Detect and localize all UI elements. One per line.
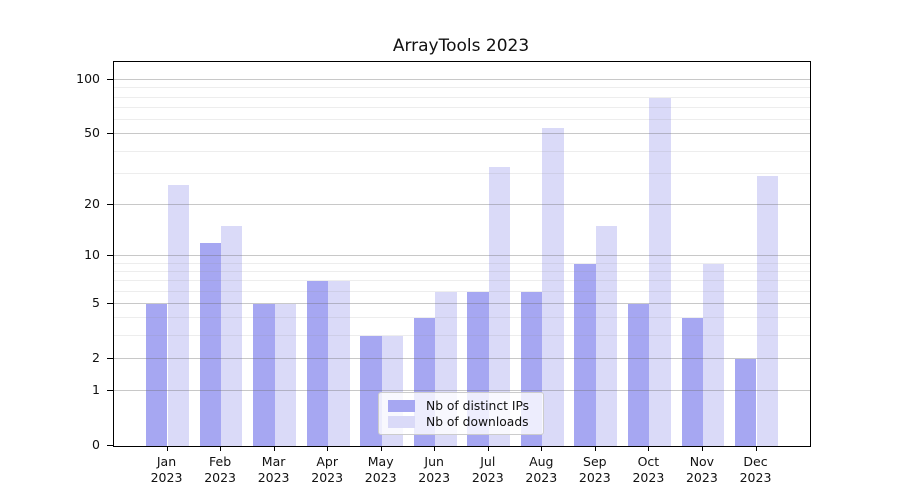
bar-ips-apr [306, 281, 329, 446]
x-tick-label-jan: Jan 2023 [150, 454, 183, 485]
gridline-70 [114, 107, 810, 109]
bar-downloads-mar [274, 304, 296, 446]
x-tick-label-feb: Feb 2023 [204, 454, 236, 485]
gridline-50 [114, 133, 810, 135]
bar-ips-dec [735, 358, 757, 446]
y-tick-5 [107, 303, 113, 304]
legend: Nb of distinct IPs Nb of downloads [378, 392, 544, 435]
x-tick-jan [166, 446, 168, 451]
x-tick-label-may: May 2023 [364, 454, 397, 485]
chart-title: ArrayTools 2023 [392, 36, 530, 56]
x-tick-oct [648, 446, 650, 451]
gridline-100 [114, 79, 810, 81]
y-tick-100 [107, 79, 113, 81]
y-tick-label-10: 10 [84, 246, 100, 262]
x-tick-label-sep: Sep 2023 [578, 454, 611, 485]
x-tick-nov [701, 446, 703, 451]
bar-downloads-apr [328, 281, 350, 446]
bar-ips-mar [253, 304, 275, 446]
x-tick-sep [594, 446, 596, 451]
y-tick-label-5: 5 [92, 295, 100, 310]
legend-label-downloads: Nb of downloads [426, 415, 529, 429]
bar-downloads-nov [702, 263, 725, 446]
x-tick-label-jun: Jun 2023 [418, 454, 451, 485]
y-tick-label-0: 0 [92, 437, 100, 452]
gridline-60 [114, 119, 810, 121]
y-tick-label-1: 1 [92, 382, 100, 398]
legend-swatch-distinct-ips [388, 400, 415, 412]
legend-item-downloads: Nb of downloads [388, 415, 534, 429]
legend-swatch-downloads [388, 416, 415, 428]
gridline-40 [114, 150, 810, 152]
y-tick-label-2: 2 [92, 349, 100, 365]
x-tick-label-nov: Nov 2023 [685, 454, 718, 485]
x-tick-label-jul: Jul 2023 [471, 454, 504, 485]
bar-ips-may [360, 336, 382, 446]
bar-ips-jan [146, 304, 168, 446]
y-tick-1 [107, 390, 113, 392]
y-tick-50 [107, 133, 113, 135]
bar-downloads-jan [167, 184, 189, 446]
x-tick-apr [327, 446, 329, 451]
x-tick-may [380, 446, 382, 451]
x-tick-label-apr: Apr 2023 [311, 454, 344, 485]
y-tick-label-100: 100 [76, 71, 100, 87]
bar-ips-feb [199, 242, 222, 446]
x-tick-dec [755, 446, 757, 451]
bar-ips-nov [681, 318, 703, 446]
x-tick-label-aug: Aug 2023 [525, 454, 558, 485]
bar-downloads-aug [542, 128, 564, 446]
bar-ips-oct [628, 304, 650, 446]
x-tick-jun [434, 446, 436, 451]
x-tick-label-dec: Dec 2023 [739, 454, 772, 485]
bar-downloads-oct [649, 97, 671, 446]
x-tick-feb [220, 446, 222, 451]
x-tick-jul [487, 446, 489, 451]
legend-label-distinct-ips: Nb of distinct IPs [426, 399, 530, 413]
gridline-30 [114, 172, 810, 174]
bar-ips-sep [574, 263, 596, 446]
y-tick-label-20: 20 [84, 195, 100, 211]
plot-area: Nb of distinct IPs Nb of downloads [113, 61, 811, 447]
y-tick-20 [107, 203, 113, 205]
bar-downloads-sep [595, 226, 618, 446]
gridline-20 [114, 203, 810, 205]
x-tick-aug [541, 446, 543, 451]
bar-downloads-feb [221, 226, 243, 446]
bar-downloads-jul [488, 166, 511, 446]
x-tick-mar [273, 446, 275, 451]
y-tick-label-50: 50 [84, 125, 100, 141]
legend-item-distinct-ips: Nb of distinct IPs [388, 399, 534, 413]
gridline-90 [114, 87, 810, 89]
y-tick-2 [107, 357, 113, 359]
x-tick-label-mar: Mar 2023 [257, 454, 290, 485]
x-tick-label-oct: Oct 2023 [632, 454, 665, 485]
gridline-80 [114, 96, 810, 98]
y-tick-10 [107, 254, 113, 256]
bar-downloads-dec [756, 176, 778, 446]
y-tick-0 [107, 445, 113, 446]
